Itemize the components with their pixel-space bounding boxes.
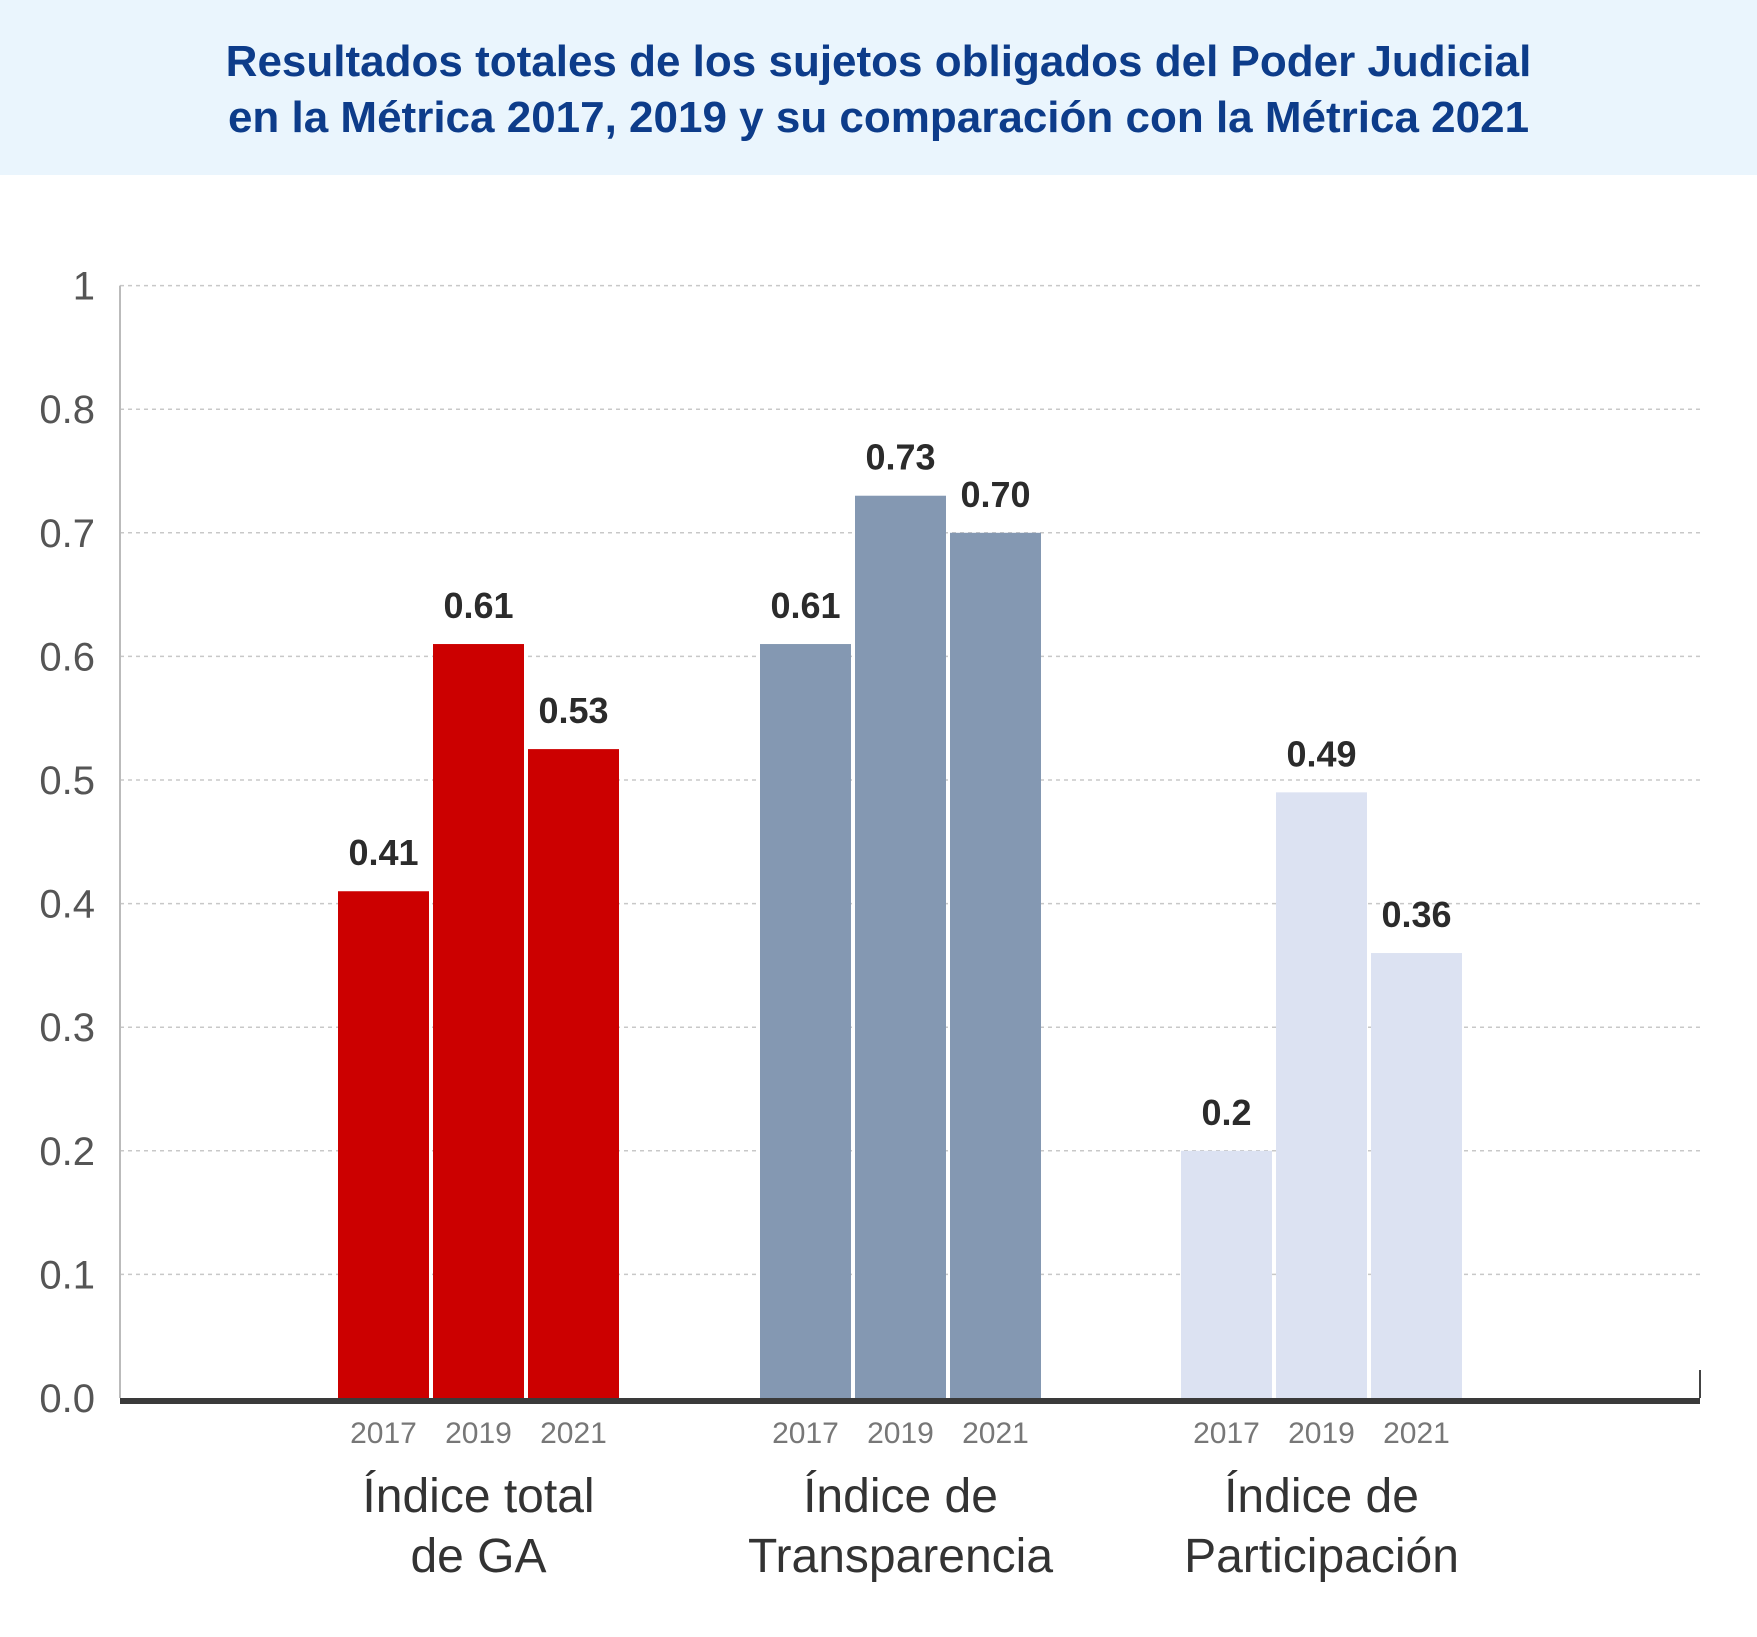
bar-value-label: 0.73 <box>865 437 935 478</box>
bar-value-label: 0.61 <box>443 585 513 626</box>
x-year-label: 2021 <box>1383 1417 1450 1450</box>
y-tick-label: 0.3 <box>39 1006 95 1050</box>
x-group-label: Transparencia <box>748 1530 1053 1583</box>
chart-title-line-2: en la Métrica 2017, 2019 y su comparació… <box>227 93 1530 142</box>
x-year-label: 2019 <box>867 1417 934 1450</box>
bar-value-label: 0.49 <box>1286 733 1356 774</box>
y-tick-label: 0.0 <box>39 1377 95 1421</box>
bar-2-2021 <box>950 532 1041 1398</box>
bar-2-2017 <box>760 644 851 1398</box>
x-group-label: de GA <box>410 1530 546 1583</box>
bar-value-label: 0.53 <box>538 690 608 731</box>
y-tick-label: 0.7 <box>39 512 95 556</box>
x-group-label: Índice de <box>803 1470 998 1523</box>
x-year-label: 2021 <box>540 1417 607 1450</box>
bar-value-label: 0.36 <box>1381 894 1451 935</box>
x-group-label: Participación <box>1184 1530 1459 1583</box>
x-group-label: Índice total <box>362 1470 594 1523</box>
chart-title: Resultados totales de los sujetos obliga… <box>0 34 1757 146</box>
x-year-label: 2021 <box>962 1417 1029 1450</box>
bar-1-2019 <box>433 644 524 1398</box>
y-tick-label: 0.8 <box>39 388 95 432</box>
bar-value-label: 0.2 <box>1201 1092 1251 1133</box>
y-tick-label: 0.1 <box>39 1253 95 1297</box>
y-tick-label: 0.4 <box>39 883 95 927</box>
chart-title-line-1: Resultados totales de los sujetos obliga… <box>225 37 1532 86</box>
x-year-label: 2017 <box>350 1417 417 1450</box>
y-tick-label: 0.6 <box>39 635 95 679</box>
bar-3-2017 <box>1181 1150 1272 1398</box>
y-tick-label: 0.2 <box>39 1130 95 1174</box>
y-tick-label: 0.5 <box>39 759 95 803</box>
x-year-label: 2017 <box>772 1417 839 1450</box>
bar-value-label: 0.61 <box>770 585 840 626</box>
bar-3-2021 <box>1371 953 1462 1398</box>
y-tick-label: 1 <box>73 265 95 309</box>
bar-1-2017 <box>338 891 429 1398</box>
bar-1-2021 <box>528 749 619 1398</box>
x-year-label: 2019 <box>1288 1417 1355 1450</box>
x-year-label: 2019 <box>445 1417 512 1450</box>
x-group-label: Índice de <box>1224 1470 1419 1523</box>
chart-header <box>0 0 1757 175</box>
x-year-label: 2017 <box>1193 1417 1260 1450</box>
bar-3-2019 <box>1276 792 1367 1398</box>
bar-value-label: 0.70 <box>960 474 1030 515</box>
bar-2-2019 <box>855 495 946 1399</box>
bar-value-label: 0.41 <box>348 832 418 873</box>
